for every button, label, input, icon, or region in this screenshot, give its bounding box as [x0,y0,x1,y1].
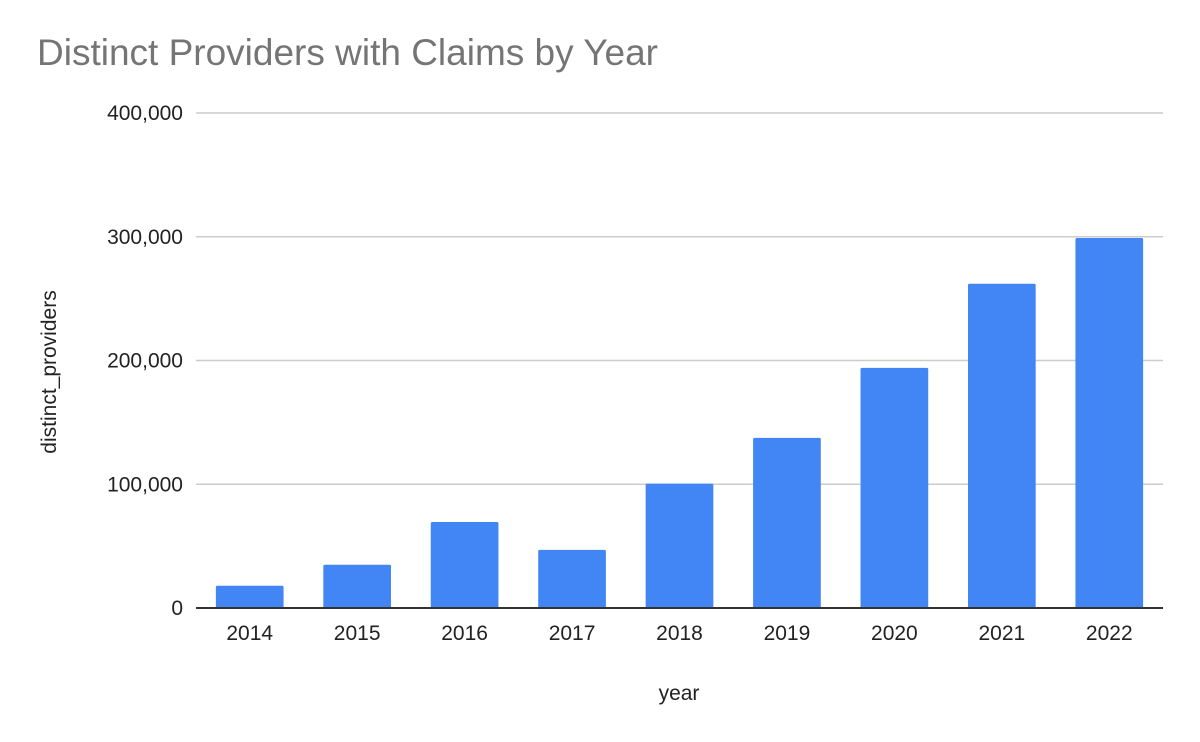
bar-2021 [967,283,1036,608]
x-tick-label: 2016 [441,622,488,645]
x-tick-label: 2017 [549,622,596,645]
x-tick-label: 2022 [1086,622,1133,645]
x-tick-label: 2015 [334,622,381,645]
bar-2017 [538,549,606,608]
y-tick-label: 300,000 [107,226,183,249]
bar-2020 [860,367,929,608]
y-axis-label: distinct_providers [38,290,61,453]
bar-2014 [215,585,284,608]
y-tick-label: 0 [171,597,183,620]
x-tick-label: 2019 [764,622,811,645]
x-tick-label: 2018 [656,622,703,645]
x-tick-label: 2014 [226,622,273,645]
x-axis-label: year [659,682,700,705]
bar-2016 [430,521,499,608]
y-tick-label: 100,000 [107,473,183,496]
chart-title: Distinct Providers with Claims by Year [37,32,658,73]
bar-2018 [645,483,714,608]
y-tick-label: 200,000 [107,350,183,373]
bars [215,237,1144,609]
x-tick-label: 2020 [871,622,918,645]
y-tick-label: 400,000 [107,102,183,125]
bar-2015 [323,564,392,608]
bar-2019 [753,437,821,608]
bar-2022 [1075,237,1144,609]
tick-labels: 0 100,000 200,000 300,000 400,000 2014 2015 201… [107,102,1133,645]
x-tick-label: 2021 [978,622,1025,645]
